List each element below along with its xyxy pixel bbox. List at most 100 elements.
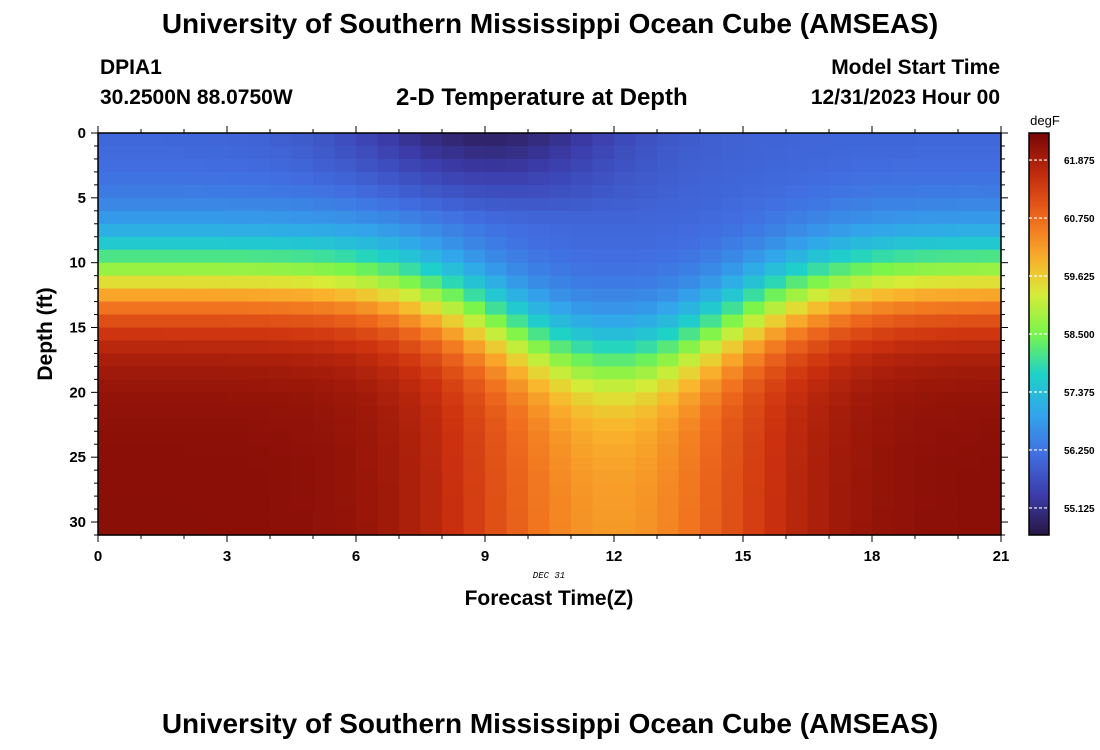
heatmap-cell xyxy=(592,470,615,484)
heatmap-cell xyxy=(248,327,271,342)
heatmap-cell xyxy=(227,249,250,264)
heatmap-cell xyxy=(549,379,572,393)
heatmap-cell xyxy=(313,145,336,160)
x-tick-label: 6 xyxy=(352,548,360,565)
heatmap-cell xyxy=(979,470,1002,484)
heatmap-cell xyxy=(592,210,615,225)
heatmap-cell xyxy=(786,184,809,199)
heatmap-cell xyxy=(893,444,916,458)
heatmap-cell xyxy=(313,483,336,497)
heatmap-cell xyxy=(98,171,121,186)
heatmap-cell xyxy=(205,405,228,419)
heatmap-cell xyxy=(184,158,207,173)
heatmap-cell xyxy=(334,340,357,355)
heatmap-cell xyxy=(248,197,271,212)
heatmap-cell xyxy=(786,327,809,342)
heatmap-cell xyxy=(227,366,250,380)
heatmap-cell xyxy=(872,301,895,316)
heatmap-cell xyxy=(614,496,637,510)
heatmap-cell xyxy=(764,366,787,380)
heatmap-cell xyxy=(399,314,422,329)
heatmap-cell xyxy=(98,158,121,173)
heatmap-cell xyxy=(442,470,465,484)
heatmap-cell xyxy=(829,509,852,523)
heatmap-cell xyxy=(119,522,142,536)
heatmap-cell xyxy=(829,210,852,225)
heatmap-cell xyxy=(657,457,680,471)
heatmap-cell xyxy=(399,470,422,484)
heatmap-cell xyxy=(270,249,293,264)
heatmap-cell xyxy=(721,353,744,368)
heatmap-cell xyxy=(141,405,164,419)
heatmap-cell xyxy=(528,236,551,251)
heatmap-cell xyxy=(678,379,701,393)
heatmap-cell xyxy=(420,470,443,484)
heatmap-cell xyxy=(334,366,357,380)
heatmap-cell xyxy=(485,418,508,432)
heatmap-cell xyxy=(356,223,379,238)
heatmap-cell xyxy=(571,171,594,186)
heatmap-cell xyxy=(549,236,572,251)
heatmap-cell xyxy=(721,340,744,355)
heatmap-cell xyxy=(614,301,637,316)
heatmap-cell xyxy=(141,236,164,251)
heatmap-cell xyxy=(227,210,250,225)
heatmap-cell xyxy=(442,444,465,458)
heatmap-cell xyxy=(442,288,465,303)
heatmap-cell xyxy=(807,197,830,212)
heatmap-cell xyxy=(872,392,895,406)
heatmap-cell xyxy=(334,444,357,458)
heatmap-cell xyxy=(850,353,873,368)
heatmap-cell xyxy=(721,418,744,432)
heatmap-cell xyxy=(721,275,744,290)
heatmap-cell xyxy=(248,145,271,160)
heatmap-cell xyxy=(850,314,873,329)
heatmap-cell xyxy=(915,379,938,393)
heatmap-cell xyxy=(850,379,873,393)
heatmap-cell xyxy=(850,133,873,147)
heatmap-cell xyxy=(485,470,508,484)
heatmap-cell xyxy=(119,509,142,523)
heatmap-cell xyxy=(485,353,508,368)
heatmap-cell xyxy=(657,158,680,173)
heatmap-cell xyxy=(291,133,314,147)
heatmap-cell xyxy=(506,171,529,186)
heatmap-cell xyxy=(528,210,551,225)
heatmap-cell xyxy=(893,405,916,419)
heatmap-cell xyxy=(893,522,916,536)
heatmap-cell xyxy=(399,171,422,186)
heatmap-cell xyxy=(915,145,938,160)
heatmap-cell xyxy=(721,249,744,264)
heatmap-cell xyxy=(270,197,293,212)
heatmap-cell xyxy=(786,249,809,264)
heatmap-cell xyxy=(291,496,314,510)
heatmap-cell xyxy=(786,210,809,225)
heatmap-cell xyxy=(227,392,250,406)
heatmap-cell xyxy=(485,301,508,316)
heatmap-cell xyxy=(227,431,250,445)
heatmap-cell xyxy=(420,158,443,173)
heatmap-cell xyxy=(313,210,336,225)
heatmap-cell xyxy=(549,197,572,212)
heatmap-cell xyxy=(528,301,551,316)
heatmap-cells xyxy=(98,133,1002,536)
heatmap-cell xyxy=(141,301,164,316)
heatmap-cell xyxy=(313,340,336,355)
heatmap-cell xyxy=(506,340,529,355)
heatmap-cell xyxy=(893,223,916,238)
heatmap-cell xyxy=(743,301,766,316)
heatmap-cell xyxy=(356,158,379,173)
heatmap-cell xyxy=(506,197,529,212)
heatmap-cell xyxy=(764,483,787,497)
heatmap-cell xyxy=(377,314,400,329)
heatmap-cell xyxy=(893,236,916,251)
heatmap-cell xyxy=(248,301,271,316)
heatmap-cell xyxy=(248,249,271,264)
heatmap-cell xyxy=(850,197,873,212)
heatmap-cell xyxy=(850,483,873,497)
heatmap-cell xyxy=(592,405,615,419)
heatmap-cell xyxy=(98,509,121,523)
heatmap-cell xyxy=(399,288,422,303)
heatmap-cell xyxy=(485,249,508,264)
heatmap-cell xyxy=(614,133,637,147)
